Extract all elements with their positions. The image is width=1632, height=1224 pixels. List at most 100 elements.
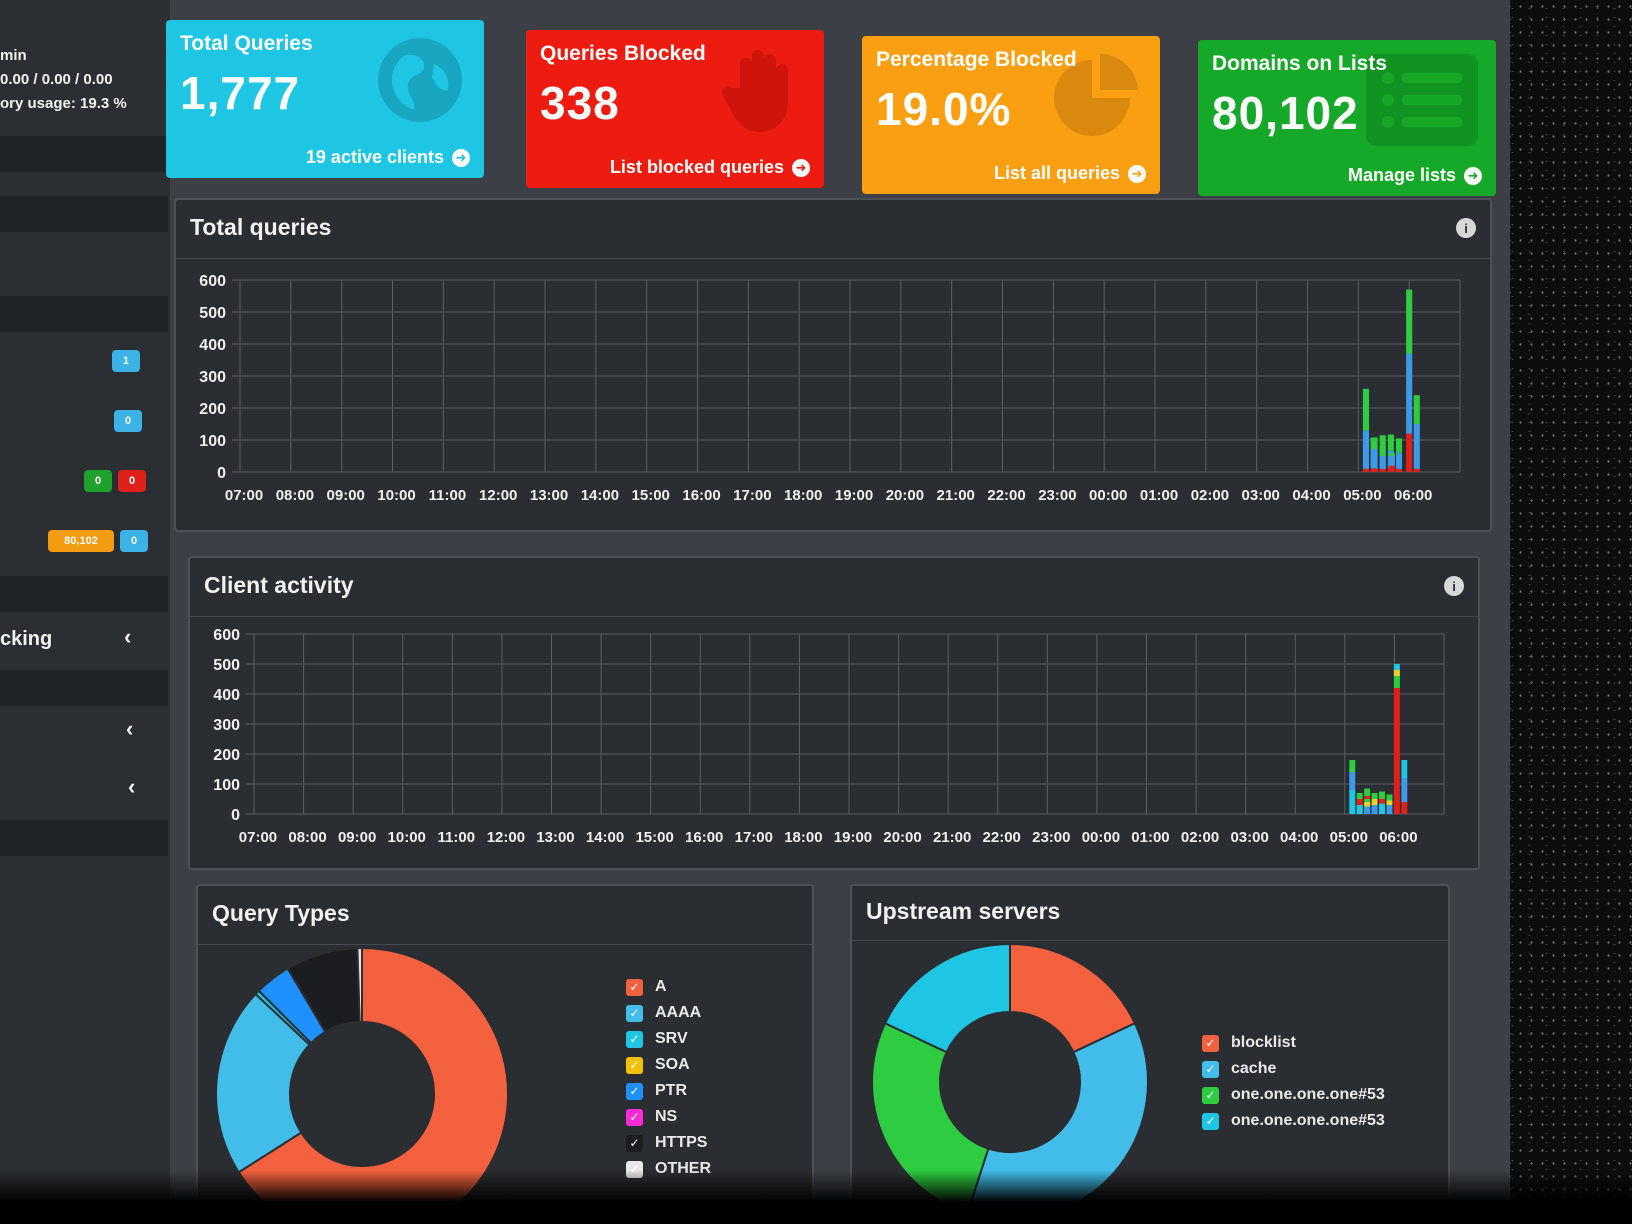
total-queries-bar-segment bbox=[1406, 353, 1413, 434]
upstream-legend-item[interactable]: ✓ one.one.one.one#53 bbox=[1202, 1108, 1385, 1134]
client-activity-bar-segment bbox=[1393, 688, 1400, 814]
panel-divider bbox=[190, 616, 1478, 617]
domains-on-lists-card: Domains on Lists 80,102 Manage lists ➜ bbox=[1198, 40, 1496, 196]
client-activity-bar-segment bbox=[1349, 790, 1356, 814]
x-tick-label: 17:00 bbox=[735, 829, 773, 846]
total-queries-bar-segment bbox=[1395, 438, 1403, 453]
upstream-legend-item[interactable]: ✓ cache bbox=[1202, 1056, 1385, 1082]
total-queries-bar-segment bbox=[1388, 465, 1395, 472]
card-title: Percentage Blocked bbox=[876, 48, 1077, 71]
sidebar-header-band bbox=[0, 670, 168, 706]
x-tick-label: 16:00 bbox=[682, 487, 720, 504]
x-tick-label: 23:00 bbox=[1038, 487, 1076, 504]
checkbox-icon[interactable]: ✓ bbox=[626, 1134, 643, 1152]
query-type-legend-label[interactable]: SRV bbox=[655, 1030, 688, 1047]
query-type-legend-item[interactable]: ✓ A bbox=[626, 974, 711, 1000]
query-type-legend-item[interactable]: ✓ PTR bbox=[626, 1078, 711, 1104]
checkbox-icon[interactable]: ✓ bbox=[1202, 1060, 1219, 1078]
manage-lists-link[interactable]: Manage lists ➜ bbox=[1348, 165, 1482, 186]
sidebar-item-label[interactable]: cking bbox=[0, 628, 53, 650]
arrow-circle-right-icon[interactable]: ➜ bbox=[452, 148, 470, 167]
checkbox-icon[interactable]: ✓ bbox=[626, 1030, 643, 1048]
query-type-legend-label[interactable]: NS bbox=[655, 1108, 678, 1125]
info-icon[interactable]: i bbox=[1444, 576, 1464, 596]
x-tick-label: 06:00 bbox=[1379, 829, 1417, 846]
y-tick-label: 200 bbox=[213, 747, 240, 764]
query-type-legend-item[interactable]: ✓ NS bbox=[626, 1104, 711, 1130]
x-tick-label: 09:00 bbox=[327, 487, 365, 504]
query-type-legend-item[interactable]: ✓ HTTPS bbox=[626, 1130, 711, 1156]
total-queries-bar-segment bbox=[1370, 437, 1377, 449]
active-clients-link[interactable]: 19 active clients ➜ bbox=[306, 147, 470, 168]
sidebar-header-band bbox=[0, 296, 168, 332]
client-activity-bar-segment bbox=[1401, 802, 1408, 814]
card-title: Domains on Lists bbox=[1212, 52, 1388, 75]
total-queries-bar-segment bbox=[1379, 456, 1386, 469]
chevron-left-icon[interactable]: ‹ bbox=[124, 624, 132, 649]
query-type-legend-item[interactable]: ✓ AAAA bbox=[626, 1000, 711, 1026]
client-activity-bar-segment bbox=[1386, 805, 1393, 814]
query-type-legend-item[interactable]: ✓ SOA bbox=[626, 1052, 711, 1078]
client-activity-bar-segment bbox=[1364, 799, 1371, 802]
list-blocked-queries-link[interactable]: List blocked queries ➜ bbox=[610, 157, 810, 178]
x-tick-label: 00:00 bbox=[1082, 829, 1120, 846]
total-queries-panel: Total queries i 0 100 200 300 400 500 600 07:00… bbox=[174, 198, 1492, 532]
query-type-legend-item[interactable]: ✓ SRV bbox=[626, 1026, 711, 1052]
chevron-left-icon[interactable]: ‹ bbox=[128, 774, 136, 799]
x-tick-label: 14:00 bbox=[581, 487, 619, 504]
sidebar-badge: 0 bbox=[118, 470, 146, 492]
x-tick-label: 10:00 bbox=[377, 487, 415, 504]
y-tick-label: 400 bbox=[199, 337, 226, 354]
arrow-circle-right-icon[interactable]: ➜ bbox=[792, 158, 810, 177]
query-type-legend-label[interactable]: HTTPS bbox=[655, 1134, 708, 1151]
sidebar-badge: 0 bbox=[120, 530, 148, 552]
checkbox-icon[interactable]: ✓ bbox=[1202, 1034, 1219, 1052]
query-type-legend-label[interactable]: SOA bbox=[655, 1056, 690, 1073]
client-activity-bar-segment bbox=[1401, 760, 1408, 778]
system-status: min 0.00 / 0.00 / 0.00 ory usage: 19.3 % bbox=[0, 44, 127, 116]
checkbox-icon[interactable]: ✓ bbox=[1202, 1112, 1219, 1130]
checkbox-icon[interactable]: ✓ bbox=[1202, 1086, 1219, 1104]
card-footer-text[interactable]: List all queries bbox=[993, 163, 1120, 183]
upstream-legend-label[interactable]: blocklist bbox=[1231, 1034, 1296, 1051]
y-tick-label: 100 bbox=[199, 433, 226, 450]
client-activity-bar-segment bbox=[1371, 805, 1378, 814]
query-type-legend-label[interactable]: PTR bbox=[655, 1082, 687, 1099]
x-tick-label: 03:00 bbox=[1230, 829, 1268, 846]
total-queries-chart: 0 100 200 300 400 500 600 07:00 08:00 09:00 10:00 1… bbox=[199, 273, 1461, 504]
query-type-legend-label[interactable]: A bbox=[655, 978, 667, 995]
checkbox-icon[interactable]: ✓ bbox=[626, 1082, 643, 1100]
y-tick-label: 600 bbox=[213, 627, 240, 644]
client-activity-bar-segment bbox=[1349, 760, 1356, 772]
upstream-legend-label[interactable]: one.one.one.one#53 bbox=[1231, 1086, 1385, 1103]
x-tick-label: 11:00 bbox=[429, 487, 467, 504]
arrow-circle-right-icon[interactable]: ➜ bbox=[1128, 164, 1146, 183]
checkbox-icon[interactable]: ✓ bbox=[626, 1056, 643, 1074]
total-queries-bar-segment bbox=[1413, 395, 1420, 424]
y-tick-label: 500 bbox=[213, 657, 240, 674]
client-activity-bar-segment bbox=[1393, 676, 1400, 688]
list-icon bbox=[1366, 54, 1478, 146]
x-tick-label: 21:00 bbox=[937, 487, 975, 504]
x-tick-label: 11:00 bbox=[438, 829, 476, 846]
query-type-legend-label[interactable]: AAAA bbox=[655, 1004, 702, 1021]
upstream-legend-item[interactable]: ✓ one.one.one.one#53 bbox=[1202, 1082, 1385, 1108]
info-icon[interactable]: i bbox=[1456, 218, 1476, 238]
upstream-legend-label[interactable]: cache bbox=[1231, 1060, 1277, 1077]
card-footer-text[interactable]: 19 active clients bbox=[305, 147, 444, 167]
checkbox-icon[interactable]: ✓ bbox=[626, 1108, 643, 1126]
x-tick-label: 12:00 bbox=[487, 829, 525, 846]
x-tick-label: 02:00 bbox=[1181, 829, 1219, 846]
chevron-left-icon[interactable]: ‹ bbox=[126, 716, 134, 741]
x-tick-label: 04:00 bbox=[1292, 487, 1330, 504]
upstream-legend-label[interactable]: one.one.one.one#53 bbox=[1231, 1112, 1385, 1129]
checkbox-icon[interactable]: ✓ bbox=[626, 1004, 643, 1022]
list-all-queries-link[interactable]: List all queries ➜ bbox=[994, 163, 1146, 184]
upstream-legend-item[interactable]: ✓ blocklist bbox=[1202, 1030, 1385, 1056]
checkbox-icon[interactable]: ✓ bbox=[626, 978, 643, 996]
x-tick-label: 07:00 bbox=[225, 487, 263, 504]
card-footer-text[interactable]: List blocked queries bbox=[609, 157, 784, 177]
card-footer-text[interactable]: Manage lists bbox=[1347, 165, 1456, 185]
arrow-circle-right-icon[interactable]: ➜ bbox=[1464, 166, 1482, 185]
x-tick-label: 23:00 bbox=[1032, 829, 1070, 846]
